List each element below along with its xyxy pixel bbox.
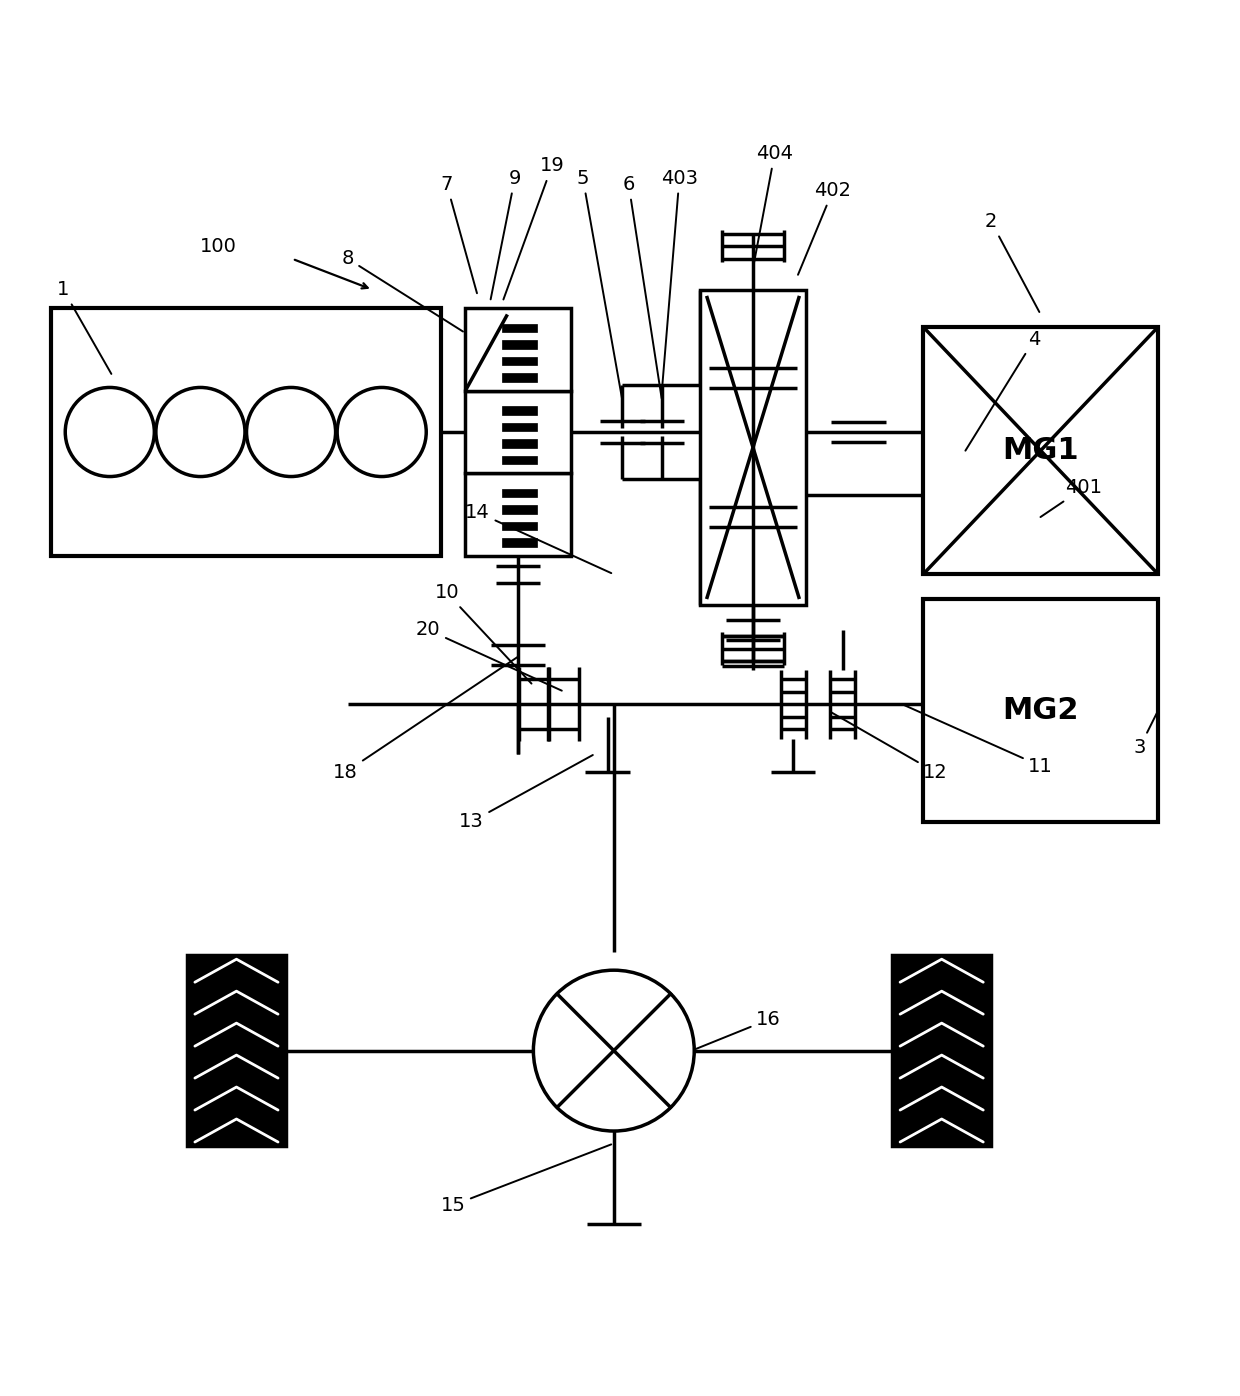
Bar [893,955,991,1146]
Text: MG2: MG2 [1002,695,1079,725]
Bar [502,522,537,530]
Text: 12: 12 [831,712,947,782]
Text: MG1: MG1 [1002,436,1079,465]
Bar [502,341,537,349]
Text: 20: 20 [415,620,562,691]
Bar [465,391,570,473]
Bar [502,374,537,381]
Text: 15: 15 [440,1145,611,1215]
Text: 5: 5 [577,169,622,398]
Circle shape [337,388,427,476]
Bar [701,290,806,606]
Text: 11: 11 [905,705,1053,776]
Text: 18: 18 [334,656,518,782]
Bar [923,599,1158,822]
Text: 1: 1 [57,281,112,374]
Bar [465,473,570,556]
Bar [502,357,537,366]
Text: 13: 13 [459,755,593,831]
Circle shape [66,388,154,476]
Circle shape [156,388,246,476]
Bar [502,489,537,497]
Text: 402: 402 [799,181,852,275]
Text: 10: 10 [434,584,532,684]
Bar [502,406,537,415]
Bar [923,327,1158,574]
Text: 100: 100 [200,237,237,255]
Circle shape [533,970,694,1131]
Text: 7: 7 [440,174,477,293]
Circle shape [247,388,336,476]
Text: 14: 14 [465,503,611,574]
Text: 404: 404 [754,144,794,262]
Bar [187,955,286,1146]
Text: 8: 8 [342,250,463,331]
Text: 6: 6 [622,174,662,398]
Bar [502,440,537,448]
Bar [502,324,537,332]
Text: 4: 4 [966,329,1040,451]
Text: 401: 401 [1040,479,1102,517]
Text: 9: 9 [491,169,521,299]
Bar [502,539,537,547]
Bar [502,423,537,431]
Bar [51,309,440,556]
Text: 19: 19 [503,156,564,300]
Text: 403: 403 [661,169,698,385]
Text: 16: 16 [694,1011,781,1050]
Text: 2: 2 [985,212,1039,313]
Text: 3: 3 [1133,713,1157,757]
Bar [502,456,537,463]
Bar [502,505,537,514]
Bar [465,309,570,391]
